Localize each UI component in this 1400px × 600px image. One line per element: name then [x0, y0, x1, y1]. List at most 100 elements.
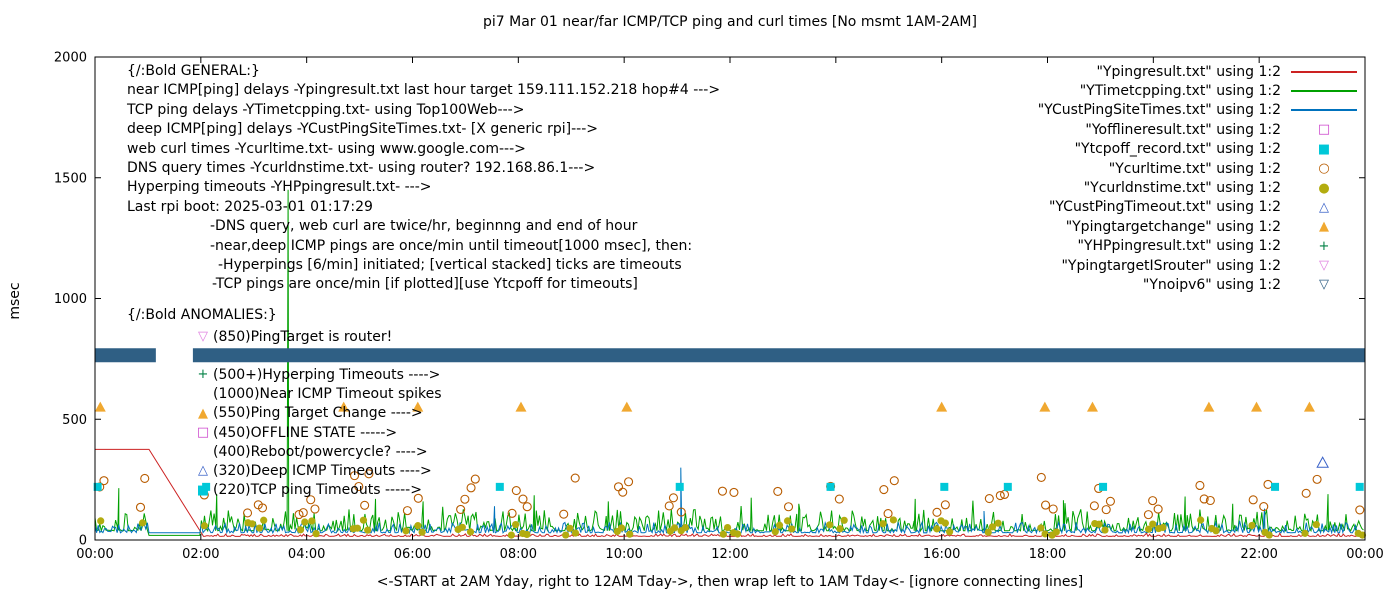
- marker-Ycurldnstime: [418, 528, 426, 536]
- legend-entry: "Ynoipv6" using 1:2 ▽: [1143, 275, 1357, 294]
- marker-Ycurldnstime: [1159, 523, 1167, 532]
- triangle-up-open-icon: △: [198, 463, 208, 479]
- chart-title: pi7 Mar 01 near/far ICMP/TCP ping and cu…: [483, 14, 977, 30]
- marker-Ycurldnstime: [200, 522, 209, 530]
- marker-Ycurldnstime: [840, 516, 848, 524]
- marker-Ycurltime: [1263, 479, 1273, 489]
- marker-Ycurldnstime: [626, 530, 634, 538]
- marker-Ycurldnstime: [301, 518, 309, 526]
- y-tick-label: 2000: [54, 51, 87, 66]
- series-Ypingresult_near_ICMP: [95, 448, 1365, 538]
- marker-Ycurltime: [306, 495, 316, 505]
- marker-Ycurldnstime: [1144, 525, 1153, 533]
- y-tick-label: 0: [79, 534, 87, 549]
- legend-label: "Ycurldnstime.txt" using 1:2: [1083, 180, 1281, 197]
- marker-Ycurldnstime: [364, 526, 372, 534]
- marker-Ycurldnstime: [775, 521, 784, 529]
- legend-label: "Ypingtargetchange" using 1:2: [1065, 218, 1281, 235]
- marker-Ycurltime: [559, 509, 569, 519]
- marker-Ypingtargetchange: [1086, 401, 1098, 412]
- general-line: deep ICMP[ping] delays -YCustPingSiteTim…: [127, 121, 598, 138]
- x-tick-label: 10:00: [605, 547, 642, 562]
- marker-Ycurldnstime: [984, 528, 992, 536]
- marker-Ycurldnstime: [1052, 528, 1060, 536]
- marker-Ycurltime: [470, 474, 480, 484]
- x-tick-label: 00:00: [1346, 547, 1383, 562]
- marker-Ycurldnstime: [733, 530, 742, 538]
- marker-Ycurldnstime: [879, 520, 887, 528]
- square-filled-icon: ■: [196, 482, 210, 498]
- noipv6-band-right: [192, 348, 1365, 363]
- legend-line-sample: [1291, 109, 1357, 112]
- marker-Ycurltime: [717, 486, 728, 496]
- legend-line-swatch: [1291, 90, 1357, 93]
- legend-label: "Ypingresult.txt" using 1:2: [1096, 63, 1281, 80]
- marker-Ypingtargetchange: [338, 401, 350, 412]
- marker-Ycurltime: [995, 490, 1005, 501]
- anomaly-row: + (500+)Hyperping Timeouts ---->: [193, 365, 441, 384]
- marker-Ytcpoff_record: [826, 482, 835, 491]
- marker-Ypingtargetchange: [1303, 401, 1315, 412]
- legend-circle-filled-icon: ●: [1291, 182, 1357, 195]
- noipv6-band-left: [95, 348, 156, 363]
- marker-Ycurltime: [783, 502, 794, 512]
- marker-Ycurldnstime: [353, 524, 362, 532]
- triangle-up-filled-icon: ▲: [1319, 219, 1329, 235]
- marker-Ycurldnstime: [988, 523, 997, 531]
- x-tick-label: 08:00: [500, 547, 537, 562]
- marker-Ycurltime: [511, 486, 521, 496]
- triangle-down-open-icon: ▽: [198, 329, 208, 344]
- marker-Ycurldnstime: [260, 516, 268, 524]
- marker-Ytcpoff_record: [1355, 482, 1364, 491]
- marker-Ycurltime: [940, 500, 950, 510]
- marker-Ycurltime: [1089, 501, 1099, 511]
- marker-Ycurldnstime: [826, 521, 834, 529]
- triangle-down-open-icon: ▽: [1319, 258, 1329, 274]
- legend: "Ypingresult.txt" using 1:2 "YTimetcpping…: [1038, 62, 1357, 295]
- anomalies-header: {/:Bold ANOMALIES:}: [127, 307, 277, 323]
- general-line: TCP ping delays -YTimetcpping.txt- using…: [127, 101, 525, 118]
- general-note: -near,deep ICMP pings are once/min until…: [210, 237, 693, 254]
- marker-Ycurldnstime: [523, 530, 531, 539]
- anomaly-text: (550)Ping Target Change ---->: [213, 405, 423, 422]
- marker-Ycurltime: [402, 506, 412, 516]
- marker-Ytcpoff_record: [675, 482, 684, 491]
- general-line: Last rpi boot: 2025-03-01 01:17:29: [127, 198, 373, 215]
- anomaly-text: (320)Deep ICMP Timeouts ---->: [213, 462, 432, 479]
- anomaly-row: □ (450)OFFLINE STATE ----->: [193, 423, 397, 442]
- y-tick-label: 500: [62, 413, 87, 428]
- legend-line-sample: [1291, 90, 1357, 93]
- marker-Ycurldnstime: [1037, 524, 1045, 532]
- anomaly-text: (1000)Near ICMP Timeout spikes: [213, 386, 442, 403]
- legend-entry: "Ypingresult.txt" using 1:2: [1096, 62, 1357, 81]
- marker-Ycurldnstime: [681, 523, 689, 532]
- legend-line-swatch: [1291, 70, 1357, 73]
- marker-Ycurldnstime: [1265, 531, 1273, 539]
- general-header: {/:Bold GENERAL:}: [127, 63, 260, 79]
- marker-Ycurltime: [199, 490, 209, 500]
- marker-Ycurltime: [1248, 495, 1258, 505]
- legend-entry: "Yofflineresult.txt" using 1:2 □: [1085, 120, 1357, 139]
- general-note: -DNS query, web curl are twice/hr, begin…: [210, 218, 638, 235]
- marker-Ycurltime: [364, 469, 374, 479]
- marker-Ycurldnstime: [566, 524, 574, 532]
- y-axis-label: msec: [7, 282, 23, 320]
- marker-Ycurldnstime: [889, 516, 898, 524]
- marker-Ycurldnstime: [414, 522, 422, 530]
- x-tick-label: 00:00: [76, 547, 113, 562]
- marker-Ytcpoff_record: [202, 482, 211, 491]
- marker-Ycurltime: [349, 471, 360, 481]
- marker-Ycurldnstime: [788, 525, 796, 533]
- marker-Ycurldnstime: [571, 529, 580, 537]
- marker-Ycurltime: [242, 508, 253, 518]
- legend-label: "Ycurltime.txt" using 1:2: [1108, 160, 1281, 177]
- x-tick-label: 22:00: [1240, 547, 1277, 562]
- marker-Ypingtargetchange: [94, 401, 106, 412]
- marker-Ycurldnstime: [458, 523, 466, 531]
- general-line: web curl times -Ycurltime.txt- using www…: [127, 140, 526, 157]
- plus-icon: +: [1318, 238, 1330, 254]
- marker-Ycurldnstime: [933, 525, 941, 533]
- marker-Ycurltime: [507, 508, 517, 518]
